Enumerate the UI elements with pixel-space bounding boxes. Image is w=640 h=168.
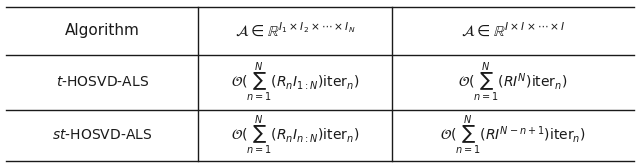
Text: $\mathcal{O}(\sum_{n=1}^{N}(R I^{N-n+1})\mathrm{iter}_n)$: $\mathcal{O}(\sum_{n=1}^{N}(R I^{N-n+1})… [440, 114, 586, 157]
Text: $\mathcal{O}(\sum_{n=1}^{N}(R I^N)\mathrm{iter}_n)$: $\mathcal{O}(\sum_{n=1}^{N}(R I^N)\mathr… [458, 61, 568, 104]
Text: $\boldsymbol{\mathcal{A}} \in \mathbb{R}^{I_1 \times I_2 \times \cdots \times I_: $\boldsymbol{\mathcal{A}} \in \mathbb{R}… [235, 22, 355, 40]
Text: $\mathcal{O}(\sum_{n=1}^{N}(R_n I_{n:N})\mathrm{iter}_n)$: $\mathcal{O}(\sum_{n=1}^{N}(R_n I_{n:N})… [231, 114, 359, 157]
Text: $t$-HOSVD-ALS: $t$-HOSVD-ALS [56, 75, 148, 89]
Text: $\mathcal{O}(\sum_{n=1}^{N}(R_n I_{1:N})\mathrm{iter}_n)$: $\mathcal{O}(\sum_{n=1}^{N}(R_n I_{1:N})… [231, 61, 359, 104]
Text: $\boldsymbol{\mathcal{A}} \in \mathbb{R}^{I \times I \times \cdots \times I}$: $\boldsymbol{\mathcal{A}} \in \mathbb{R}… [461, 22, 565, 40]
Text: $st$-HOSVD-ALS: $st$-HOSVD-ALS [52, 129, 152, 142]
Text: Algorithm: Algorithm [65, 23, 140, 38]
